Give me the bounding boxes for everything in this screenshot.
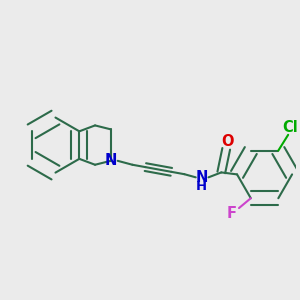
Text: N: N [195, 170, 208, 185]
Text: N: N [105, 153, 117, 168]
Text: Cl: Cl [282, 120, 298, 135]
Text: H: H [196, 180, 207, 193]
Text: O: O [221, 134, 233, 149]
Text: F: F [227, 206, 237, 221]
